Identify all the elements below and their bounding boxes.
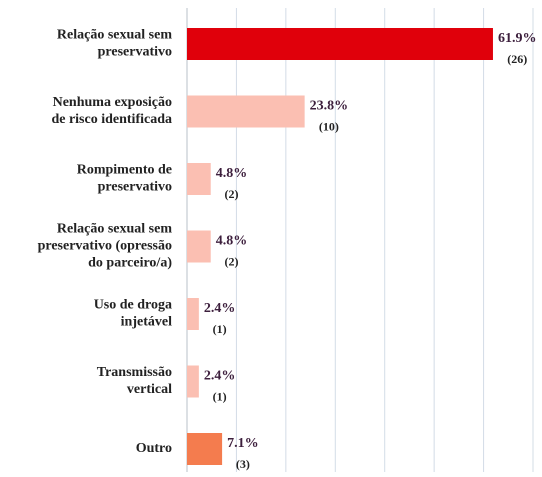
count-label: (2) xyxy=(224,187,238,201)
bar xyxy=(187,365,199,398)
category-label: preservativo xyxy=(98,180,172,195)
category-label: vertical xyxy=(127,382,172,397)
bar xyxy=(187,95,305,128)
category-label: injetável xyxy=(121,315,172,330)
count-label: (10) xyxy=(319,119,339,133)
value-label: 23.8% xyxy=(310,99,349,114)
bar xyxy=(187,230,211,263)
value-label: 4.8% xyxy=(216,234,248,249)
value-label: 2.4% xyxy=(204,301,236,316)
bar xyxy=(187,163,211,195)
count-label: (1) xyxy=(213,389,227,403)
category-label: Rompimento de xyxy=(77,163,172,178)
value-label: 61.9% xyxy=(498,31,537,46)
bar xyxy=(187,433,223,465)
category-label: preservativo (opressão xyxy=(38,239,172,254)
count-label: (1) xyxy=(213,322,227,336)
value-label: 4.8% xyxy=(216,166,248,181)
count-label: (2) xyxy=(224,254,238,268)
category-label: Relação sexual sem xyxy=(57,222,172,237)
bar xyxy=(187,298,199,330)
category-label: do parceiro/a) xyxy=(88,256,172,271)
category-label: de risco identificada xyxy=(51,112,172,127)
count-label: (3) xyxy=(236,457,250,471)
category-label: Nenhuma exposição xyxy=(53,95,172,110)
value-label: 2.4% xyxy=(204,369,236,384)
category-label: Outro xyxy=(136,441,172,456)
category-label: Uso de droga xyxy=(94,298,172,313)
bar xyxy=(187,28,493,60)
category-label: preservativo xyxy=(98,45,172,60)
category-label: Transmissão xyxy=(97,365,172,380)
value-label: 7.1% xyxy=(227,436,259,451)
count-label: (26) xyxy=(507,52,527,66)
category-label: Relação sexual sem xyxy=(57,28,172,43)
